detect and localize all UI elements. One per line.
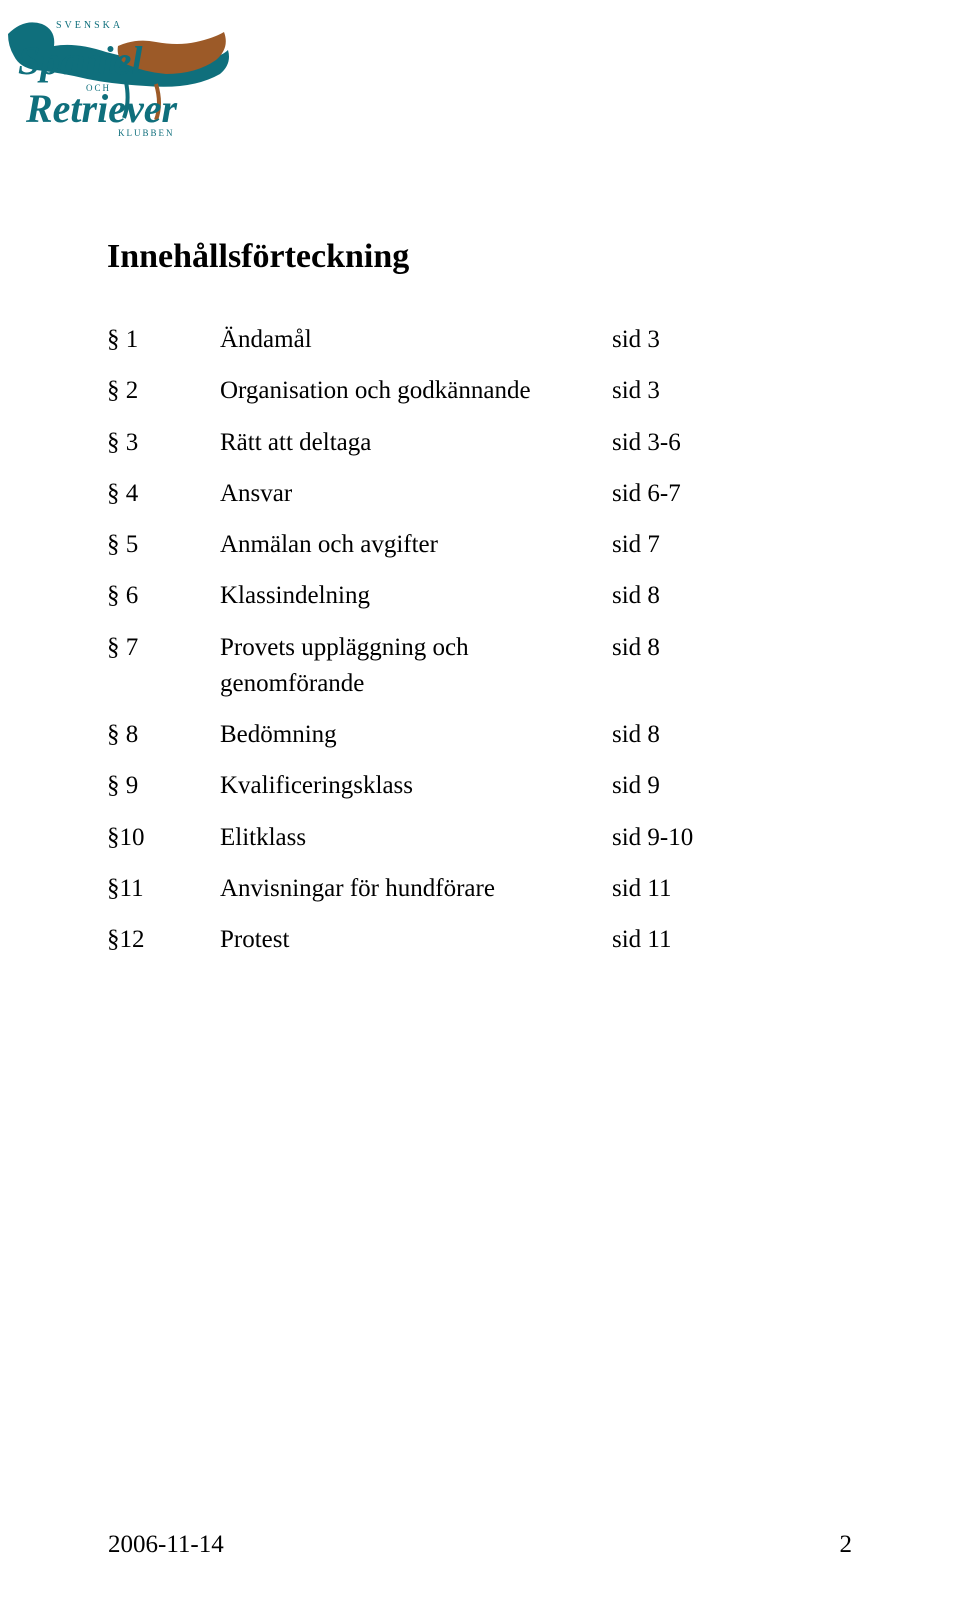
- toc-row: § 2Organisation och godkännandesid 3: [107, 373, 857, 409]
- toc-section-page: sid 3-6: [612, 425, 681, 461]
- toc-section-number: §10: [107, 820, 220, 856]
- toc-row: § 8Bedömningsid 8: [107, 717, 857, 753]
- toc-row: § 1Ändamålsid 3: [107, 322, 857, 358]
- page-title: Innehållsförteckning: [107, 238, 857, 276]
- toc-row: § 4Ansvarsid 6-7: [107, 476, 857, 512]
- toc-section-label: Provets uppläggning ochgenomförande: [220, 630, 612, 703]
- toc-section-number: § 4: [107, 476, 220, 512]
- logo-line2: Spaniel: [18, 38, 143, 83]
- toc-row: § 5Anmälan och avgiftersid 7: [107, 527, 857, 563]
- toc-row: § 3Rätt att deltagasid 3-6: [107, 425, 857, 461]
- logo-line5: KLUBBEN: [118, 128, 175, 138]
- toc-section-page: sid 3: [612, 373, 660, 409]
- table-of-contents: § 1Ändamålsid 3§ 2Organisation och godkä…: [107, 322, 857, 958]
- logo-line4: Retriever: [25, 86, 177, 131]
- toc-row: §11Anvisningar för hundföraresid 11: [107, 871, 857, 907]
- toc-section-label: Bedömning: [220, 717, 612, 753]
- toc-section-label: Anvisningar för hundförare: [220, 871, 612, 907]
- toc-section-number: § 2: [107, 373, 220, 409]
- toc-section-page: sid 9: [612, 768, 660, 804]
- toc-section-label: Ansvar: [220, 476, 612, 512]
- toc-section-number: § 6: [107, 578, 220, 614]
- toc-section-page: sid 9-10: [612, 820, 693, 856]
- logo-line1: SVENSKA: [56, 20, 123, 31]
- toc-section-page: sid 11: [612, 922, 672, 958]
- toc-section-label: Anmälan och avgifter: [220, 527, 612, 563]
- toc-section-label: Protest: [220, 922, 612, 958]
- content-area: Innehållsförteckning § 1Ändamålsid 3§ 2O…: [107, 238, 857, 973]
- toc-section-page: sid 11: [612, 871, 672, 907]
- toc-section-label: Elitklass: [220, 820, 612, 856]
- toc-section-number: §12: [107, 922, 220, 958]
- toc-row: § 6Klassindelningsid 8: [107, 578, 857, 614]
- page: SVENSKA Spaniel OCH Retriever KLUBBEN In…: [0, 0, 960, 1624]
- toc-section-number: § 5: [107, 527, 220, 563]
- toc-section-page: sid 8: [612, 578, 660, 614]
- toc-section-page: sid 8: [612, 717, 660, 753]
- toc-section-label: Rätt att deltaga: [220, 425, 612, 461]
- club-logo: SVENSKA Spaniel OCH Retriever KLUBBEN: [6, 12, 236, 142]
- toc-section-number: § 8: [107, 717, 220, 753]
- toc-section-number: § 1: [107, 322, 220, 358]
- toc-section-page: sid 8: [612, 630, 660, 666]
- toc-section-label: Organisation och godkännande: [220, 373, 612, 409]
- toc-row: § 7Provets uppläggning ochgenomförandesi…: [107, 630, 857, 703]
- toc-section-label: Kvalificeringsklass: [220, 768, 612, 804]
- toc-row: §10Elitklasssid 9-10: [107, 820, 857, 856]
- toc-section-page: sid 6-7: [612, 476, 681, 512]
- toc-section-number: §11: [107, 871, 220, 907]
- footer: 2006-11-14 2: [108, 1531, 852, 1559]
- toc-section-page: sid 3: [612, 322, 660, 358]
- footer-date: 2006-11-14: [108, 1531, 224, 1559]
- toc-section-number: § 7: [107, 630, 220, 666]
- toc-row: § 9Kvalificeringsklasssid 9: [107, 768, 857, 804]
- toc-row: §12Protestsid 11: [107, 922, 857, 958]
- footer-page-number: 2: [840, 1531, 853, 1559]
- toc-section-number: § 9: [107, 768, 220, 804]
- toc-section-page: sid 7: [612, 527, 660, 563]
- toc-section-label: Ändamål: [220, 322, 612, 358]
- toc-section-number: § 3: [107, 425, 220, 461]
- toc-section-label: Klassindelning: [220, 578, 612, 614]
